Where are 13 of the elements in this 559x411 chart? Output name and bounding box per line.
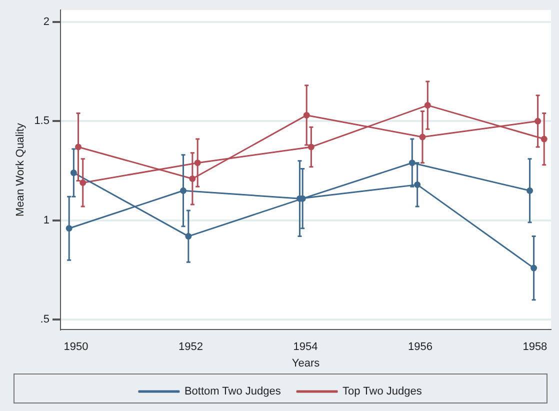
x-tick-label: 1958	[522, 341, 548, 354]
y-tick-label: 1.5	[34, 115, 50, 128]
y-tick-label: 2	[43, 16, 50, 28]
y-axis-title: Mean Work Quality	[14, 122, 27, 216]
legend-label: Bottom Two Judges	[184, 386, 282, 398]
x-tick-label: 1954	[293, 341, 318, 354]
y-tick-label: 1	[43, 214, 50, 226]
x-axis-title: Years	[292, 357, 320, 370]
x-tick-label: 1956	[408, 341, 432, 354]
y-tick-label: .5	[40, 314, 50, 326]
x-tick-label: 1952	[178, 341, 203, 354]
x-tick-label: 1950	[64, 341, 88, 354]
legend-label: Top Two Judges	[342, 386, 422, 398]
